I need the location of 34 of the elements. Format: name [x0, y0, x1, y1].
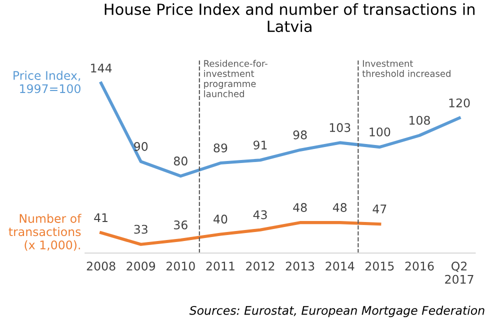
data-label: 40	[214, 214, 228, 224]
x-tick-label: 2016	[405, 262, 434, 271]
data-label: 120	[449, 98, 470, 108]
annotation: Residence-for- investment programme launched	[204, 60, 268, 98]
x-tick-label: 2008	[86, 262, 116, 271]
data-label: 91	[254, 140, 267, 150]
data-label: 103	[330, 123, 350, 132]
annotation: Investment threshold increased	[362, 60, 450, 77]
data-label: 89	[214, 143, 228, 152]
data-label: 33	[134, 224, 148, 234]
series-label: Number of transactions (x 1,000).	[8, 214, 82, 251]
data-label: 90	[134, 142, 148, 151]
x-tick-label: Q2 2017	[445, 262, 474, 284]
data-label: 80	[174, 156, 188, 166]
x-tick-label: 2013	[286, 262, 314, 271]
data-label: 100	[370, 128, 390, 136]
series-label: Price Index, 1997=100	[14, 70, 80, 94]
x-tick-label: 2012	[246, 262, 274, 271]
source-note: Sources: Eurostat, European Mortgage Federation	[189, 306, 484, 318]
chart-title: House Price Index and number of transactions in Latvia	[104, 3, 475, 32]
data-label: 36	[174, 220, 188, 230]
x-tick-label: 2015	[366, 262, 394, 271]
data-label: 144	[91, 64, 112, 72]
x-tick-label: 2010	[166, 262, 195, 271]
data-label: 108	[410, 116, 430, 125]
data-label: 47	[372, 204, 386, 214]
data-label: 43	[253, 210, 267, 220]
x-tick-label: 2009	[126, 262, 156, 271]
data-label: 48	[332, 203, 347, 212]
x-tick-label: 2011	[206, 262, 234, 271]
data-label: 98	[293, 130, 307, 140]
x-tick-label: 2014	[326, 262, 354, 271]
data-label: 41	[94, 213, 108, 222]
data-label: 48	[293, 203, 307, 212]
